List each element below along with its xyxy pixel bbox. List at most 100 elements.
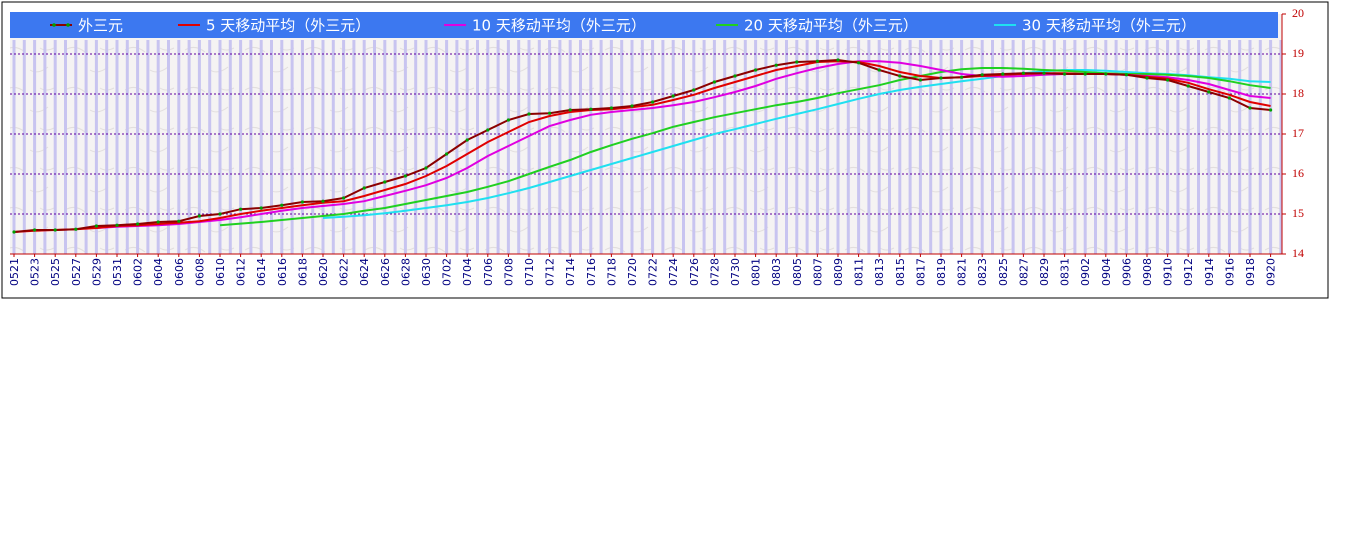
series-marker	[300, 200, 304, 204]
x-tick-label: 0918	[1244, 258, 1257, 286]
series-line	[219, 67, 1271, 227]
x-tick-label: 0722	[647, 258, 660, 286]
series-marker	[53, 228, 57, 232]
x-tick-label: 0908	[1141, 258, 1154, 286]
x-tick-label: 0521	[8, 258, 21, 286]
x-tick-label: 0726	[688, 258, 701, 286]
series-marker	[486, 128, 490, 132]
x-tick-label: 0910	[1162, 258, 1175, 286]
legend-label: 10 天移动平均（外三元）	[472, 17, 646, 35]
x-tick-label: 0606	[173, 258, 186, 286]
series-marker	[1104, 72, 1108, 76]
series-marker	[362, 186, 366, 190]
series-marker	[1001, 72, 1005, 76]
series-marker	[651, 100, 655, 104]
x-tick-label: 0714	[564, 258, 577, 286]
series-marker	[321, 199, 325, 203]
series-marker	[1124, 73, 1128, 77]
x-tick-label: 0523	[29, 258, 42, 286]
legend-marker	[52, 23, 56, 27]
series-marker	[197, 214, 201, 218]
series-marker	[980, 73, 984, 77]
y-tick-label: 19	[1292, 46, 1304, 60]
series-marker	[898, 74, 902, 78]
x-tick-label: 0801	[750, 258, 763, 286]
y-tick-label: 18	[1292, 86, 1304, 100]
x-tick-label: 0730	[729, 258, 742, 286]
x-tick-label: 0920	[1265, 258, 1278, 286]
series-marker	[1186, 84, 1190, 88]
y-tick-label: 17	[1292, 126, 1304, 140]
series-marker	[548, 111, 552, 115]
x-tick-label: 0604	[152, 258, 165, 286]
x-tick-label: 0724	[667, 258, 680, 286]
x-tick-label: 0809	[832, 258, 845, 286]
series-marker	[465, 138, 469, 142]
series-marker	[280, 203, 284, 207]
x-tick-label: 0825	[997, 258, 1010, 286]
x-tick-label: 0527	[70, 258, 83, 286]
series-marker	[774, 63, 778, 67]
x-tick-label: 0610	[214, 258, 227, 286]
series-line	[13, 58, 1271, 233]
series-marker	[960, 75, 964, 79]
series-marker	[877, 68, 881, 72]
legend-marker	[66, 23, 70, 27]
x-tick-label: 0630	[420, 258, 433, 286]
x-tick-label: 0716	[585, 258, 598, 286]
series-marker	[403, 174, 407, 178]
x-tick-label: 0612	[235, 258, 248, 286]
series-marker	[1248, 106, 1252, 110]
series-marker	[1227, 96, 1231, 100]
x-tick-label: 0803	[770, 258, 783, 286]
series-marker	[1145, 76, 1149, 80]
x-tick-label: 0531	[111, 258, 124, 286]
x-tick-label: 0614	[255, 258, 268, 286]
y-tick-label: 16	[1292, 166, 1304, 180]
series-marker	[259, 206, 263, 210]
series-line	[322, 69, 1271, 219]
series-marker	[795, 60, 799, 64]
x-tick-label: 0626	[379, 258, 392, 286]
x-tick-label: 0620	[317, 258, 330, 286]
x-tick-label: 0708	[502, 258, 515, 286]
series-marker	[527, 112, 531, 116]
x-tick-label: 0815	[894, 258, 907, 286]
x-tick-label: 0712	[544, 258, 557, 286]
x-tick-label: 0702	[441, 258, 454, 286]
series-marker	[589, 107, 593, 111]
x-tick-label: 0813	[873, 258, 886, 286]
x-tick-label: 0710	[523, 258, 536, 286]
legend-label: 5 天移动平均（外三元）	[206, 17, 370, 35]
series-marker	[609, 106, 614, 110]
series-marker	[692, 88, 696, 92]
series-marker	[383, 180, 387, 184]
series-marker	[94, 224, 98, 228]
x-tick-label: 0624	[358, 258, 371, 286]
x-tick-label: 0821	[956, 258, 969, 286]
series-marker	[136, 222, 140, 226]
series-marker	[424, 166, 428, 170]
x-tick-label: 0906	[1120, 258, 1133, 286]
x-tick-label: 0914	[1203, 258, 1216, 286]
series-marker	[1269, 108, 1273, 112]
series-marker	[671, 94, 675, 98]
series-marker	[1021, 71, 1025, 75]
series-marker	[857, 61, 861, 65]
series-marker	[33, 228, 37, 232]
x-tick-label: 0706	[482, 258, 495, 286]
series-marker	[712, 80, 717, 84]
x-tick-label: 0728	[708, 258, 721, 286]
series-marker	[342, 196, 346, 200]
x-tick-label: 0529	[90, 258, 103, 286]
y-tick-label: 20	[1292, 6, 1304, 20]
series-marker	[630, 104, 634, 108]
x-tick-label: 0811	[853, 258, 866, 286]
series-marker	[815, 59, 820, 63]
series-marker	[918, 78, 923, 82]
x-tick-label: 0831	[1059, 258, 1072, 286]
legend-label: 外三元	[78, 17, 123, 35]
x-tick-label: 0618	[296, 258, 309, 286]
series-marker	[1063, 72, 1067, 76]
